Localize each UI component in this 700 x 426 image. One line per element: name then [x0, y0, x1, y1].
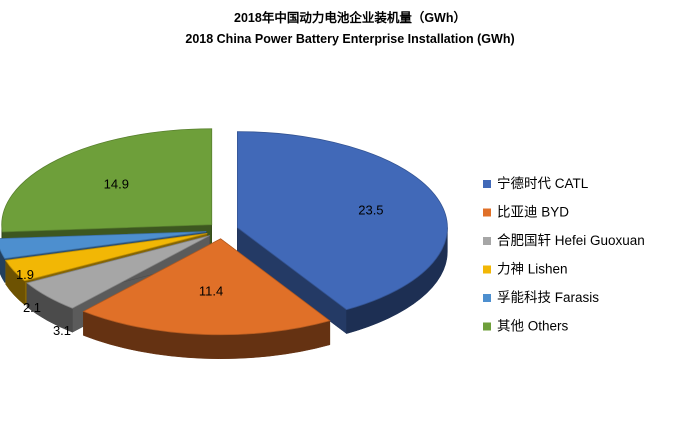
- legend-swatch: [483, 180, 491, 188]
- data-label-others: 14.9: [104, 176, 129, 191]
- legend-label: 宁德时代 CATL: [497, 175, 589, 191]
- legend-swatch: [483, 265, 491, 274]
- legend-swatch: [483, 322, 491, 331]
- legend: 宁德时代 CATL 比亚迪 BYD 合肥国轩 Hefei Guoxuan 力神 Lis…: [483, 175, 645, 334]
- legend-label: 力神 Lishen: [497, 262, 568, 277]
- legend-label: 其他 Others: [497, 319, 569, 334]
- legend-label: 比亚迪 BYD: [497, 205, 569, 220]
- legend-item-lishen: 力神 Lishen: [483, 262, 568, 277]
- chart-title: 2018年中国动力电池企业装机量（GWh）: [234, 10, 466, 25]
- legend-label: 合肥国轩 Hefei Guoxuan: [497, 233, 645, 248]
- data-label-catl: 23.5: [358, 203, 383, 218]
- legend-swatch: [483, 294, 491, 302]
- legend-item-hefei-guoxuan: 合肥国轩 Hefei Guoxuan: [483, 233, 645, 248]
- chart-subtitle: 2018 China Power Battery Enterprise Inst…: [185, 32, 514, 46]
- legend-swatch: [483, 237, 491, 245]
- legend-swatch: [483, 208, 491, 217]
- data-label-hefei-guoxuan: 3.1: [53, 323, 71, 338]
- slice-byd: [82, 238, 331, 359]
- legend-item-farasis: 孚能科技 Farasis: [483, 290, 599, 305]
- legend-item-others: 其他 Others: [483, 319, 569, 334]
- legend-label: 孚能科技 Farasis: [497, 290, 599, 305]
- data-label-farasis: 1.9: [16, 267, 34, 282]
- data-label-lishen: 2.1: [23, 300, 41, 315]
- legend-item-catl: 宁德时代 CATL: [483, 175, 589, 191]
- data-label-byd: 11.4: [199, 283, 223, 298]
- data-labels: 23.5 11.4 3.1 2.1 1.9 14.9: [16, 176, 384, 338]
- legend-item-byd: 比亚迪 BYD: [483, 205, 569, 220]
- slice-catl: [237, 131, 448, 335]
- pie-slices: [0, 128, 448, 359]
